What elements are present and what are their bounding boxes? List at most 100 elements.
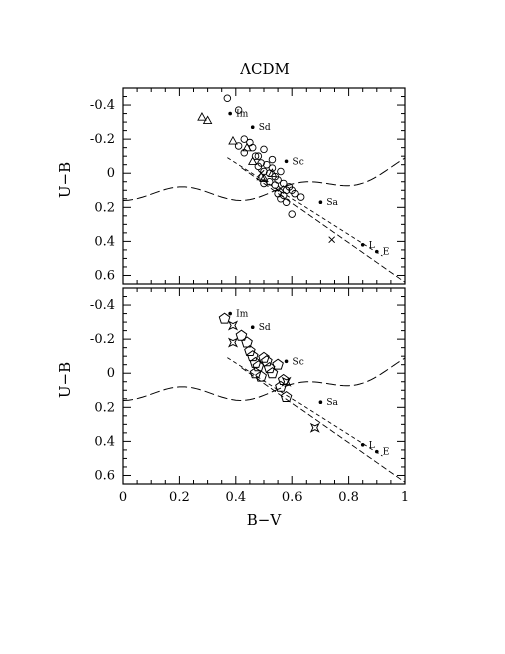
sequence-point [375, 449, 379, 454]
y-tick-label: 0.2 [94, 200, 115, 215]
cross-marker [328, 236, 336, 244]
sequence-point [250, 125, 255, 129]
pentagon-marker [272, 358, 284, 370]
pentagon-marker [246, 350, 259, 362]
pentagon-marker [261, 355, 273, 367]
sequence-point [375, 249, 379, 254]
sequence-point [318, 200, 323, 204]
x-tick-label: 0.6 [282, 490, 303, 505]
y-tick-label: -0.4 [90, 298, 115, 313]
blackbody-curve [122, 357, 406, 402]
hubble-sequence-line [227, 357, 383, 457]
sequence-point [228, 311, 232, 316]
x-tick-label: 0.2 [169, 490, 190, 505]
x-tick-label: 0 [119, 490, 127, 505]
pentagon-marker [266, 367, 279, 379]
sequence-label: Im [236, 310, 249, 320]
circle-marker [271, 181, 280, 189]
x-tick-label: 0.8 [338, 490, 359, 505]
plot-frame [122, 87, 406, 285]
sequence-point [360, 443, 365, 447]
circle-marker [291, 189, 299, 198]
y-tick-label: -0.4 [90, 98, 115, 113]
sequence-point [228, 111, 232, 116]
circle-marker [254, 162, 263, 171]
sequence-point [250, 325, 255, 330]
pentagon-marker [280, 390, 293, 402]
blackbody-curve [122, 157, 406, 202]
star-marker [227, 337, 239, 348]
sequence-label: L [369, 441, 375, 451]
hubble-sequence-line-2 [241, 367, 406, 483]
triangle-marker [267, 168, 278, 177]
pentagon-marker [258, 351, 270, 363]
y-tick-label: 0.4 [94, 434, 115, 449]
pentagon-marker [275, 380, 287, 392]
hubble-sequence-line [227, 157, 383, 257]
circle-marker [234, 142, 243, 150]
pentagon-marker [244, 344, 256, 356]
triangle-marker [228, 135, 238, 145]
sequence-label: Sd [259, 323, 271, 333]
triangle-marker [247, 156, 258, 165]
circle-marker [254, 152, 263, 160]
x-axis-label: B−V [247, 511, 283, 529]
y-tick-label: -0.2 [90, 132, 115, 147]
x-tick-label: 1 [401, 490, 409, 505]
circle-marker [282, 198, 291, 206]
circle-marker [263, 160, 271, 169]
star-marker [281, 376, 292, 387]
sequence-label: E [383, 448, 390, 458]
sequence-label: Sa [326, 398, 338, 408]
sequence-point [360, 243, 365, 247]
sequence-label: L [369, 241, 375, 251]
circle-marker [277, 167, 285, 176]
circle-marker [279, 191, 288, 200]
sequence-label: E [383, 248, 390, 258]
circle-marker [223, 94, 232, 102]
circle-marker [288, 210, 296, 218]
pentagon-marker [255, 370, 267, 382]
hubble-sequence-line-2 [241, 167, 406, 283]
pentagon-marker [218, 312, 231, 324]
x-tick-label: 0.4 [225, 490, 246, 505]
sequence-label: Im [236, 110, 249, 120]
pentagon-marker [235, 329, 248, 341]
triangle-marker [259, 173, 269, 182]
y-tick-label: 0.4 [94, 234, 115, 249]
circle-marker [268, 155, 277, 164]
star-marker [309, 422, 320, 433]
circle-marker [260, 145, 268, 154]
sequence-label: Sc [293, 357, 304, 367]
circle-marker [279, 179, 288, 188]
y-tick-label: 0.6 [94, 268, 115, 283]
cross-marker [257, 169, 265, 177]
top-panel: -0.4 -0.2 0 0.2 0.4 0.6 Im Sd Sc Sa LE [90, 87, 406, 285]
circle-marker [251, 152, 260, 160]
circle-marker [296, 193, 305, 201]
sequence-label: Sc [293, 157, 304, 167]
y-tick-label: 0.6 [94, 468, 115, 483]
sequence-point [284, 159, 289, 164]
star-marker [227, 320, 239, 331]
y-tick-label: 0.2 [94, 400, 115, 415]
triangle-marker [242, 142, 252, 152]
cross-marker [277, 185, 285, 192]
triangle-marker [202, 115, 213, 125]
circle-marker [234, 106, 243, 114]
sequence-point [284, 359, 289, 364]
chart-title: ΛCDM [239, 60, 290, 78]
y-axis-label-bottom: U−B [56, 362, 74, 398]
pentagon-marker [249, 367, 262, 379]
pentagon-marker [241, 336, 253, 348]
y-tick-label: 0 [107, 166, 115, 181]
y-tick-label: 0 [107, 366, 115, 381]
y-tick-label: -0.2 [90, 332, 115, 347]
circle-marker [240, 135, 249, 143]
triangle-marker [197, 112, 207, 121]
circle-marker [268, 164, 277, 172]
sequence-label: Sd [259, 123, 271, 133]
y-axis-label-top: U−B [56, 162, 74, 198]
sequence-point [318, 400, 323, 404]
